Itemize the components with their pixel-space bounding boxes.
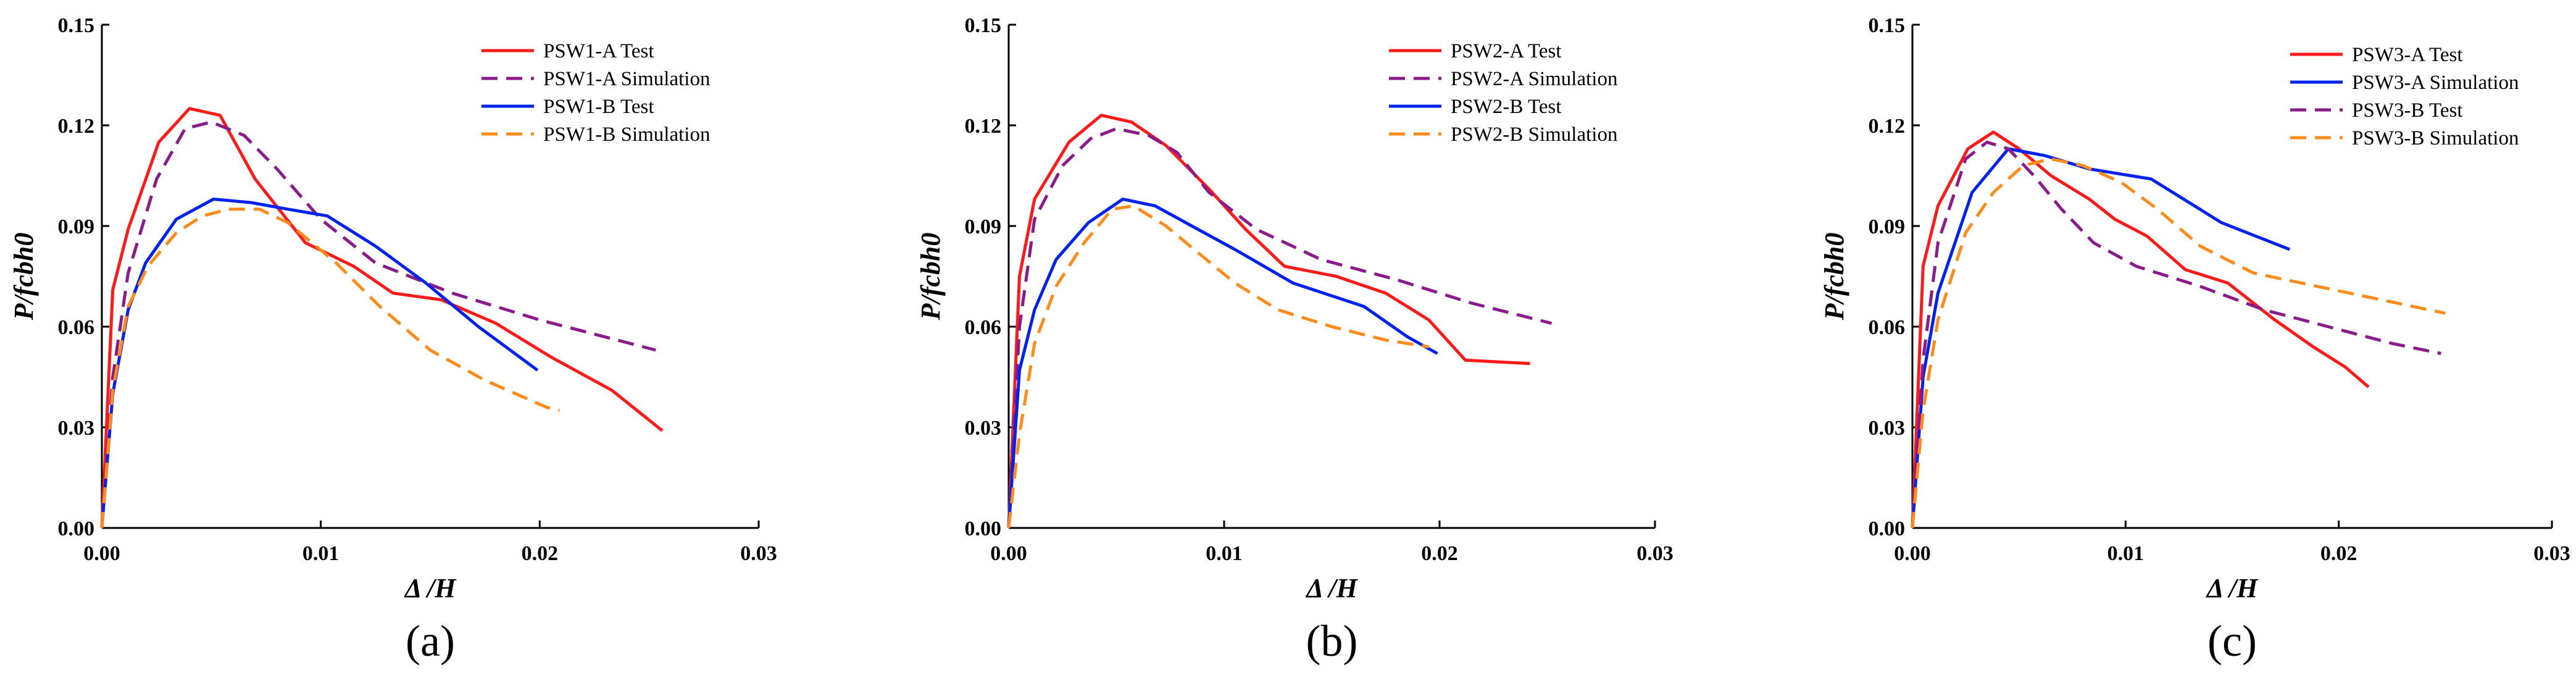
y-tick-label: 0.00 [965, 517, 1002, 540]
x-tick-label: 0.01 [2107, 542, 2145, 565]
series-line [1007, 204, 1429, 529]
y-tick-label: 0.06 [965, 316, 1002, 339]
y-tick-label: 0.06 [1869, 316, 1906, 339]
y-tick-label: 0.06 [58, 316, 95, 339]
x-tick-label: 0.00 [990, 542, 1027, 565]
y-axis-title: P/fcbh0 [9, 233, 39, 321]
legend-label: PSW1-B Test [543, 96, 654, 118]
x-tick-label: 0.00 [83, 542, 120, 565]
legend-label: PSW3-B Simulation [2352, 127, 2519, 149]
series-line [1911, 147, 2291, 529]
series-line [1007, 114, 1530, 529]
panel-label: (c) [2207, 616, 2257, 666]
panel-label: (a) [406, 616, 455, 666]
y-tick-label: 0.12 [965, 115, 1002, 138]
legend-label: PSW3-B Test [2352, 99, 2463, 122]
chart-panel: 0.00 0.01 0.02 0.03 0.00 0.03 0.06 0.09 0.12 0.15… [9, 14, 777, 666]
series-line [100, 198, 539, 529]
x-axis-title: Δ /H [404, 573, 457, 603]
series-line [1911, 140, 2441, 529]
y-tick-label: 0.15 [1869, 14, 1906, 37]
series-line [1911, 130, 2370, 529]
x-tick-label: 0.02 [522, 542, 559, 565]
y-tick-label: 0.03 [965, 417, 1002, 440]
x-tick-label: 0.03 [2533, 542, 2570, 565]
series-line [100, 207, 560, 529]
y-tick-label: 0.00 [1869, 517, 1906, 540]
legend-label: PSW1-A Simulation [543, 68, 710, 90]
legend-label: PSW2-B Simulation [1451, 123, 1617, 146]
chart-panel: 0.00 0.01 0.02 0.03 0.00 0.03 0.06 0.09 0.12 0.15… [1819, 14, 2570, 666]
legend-label: PSW3-A Test [2352, 44, 2463, 66]
y-axis-title: P/fcbh0 [915, 233, 946, 321]
y-tick-label: 0.12 [58, 115, 95, 138]
series-line [1007, 198, 1438, 529]
series-line [1007, 127, 1553, 529]
series-line [100, 120, 656, 529]
legend-label: PSW1-A Test [543, 40, 654, 62]
legend-label: PSW2-B Test [1451, 96, 1562, 118]
y-tick-label: 0.15 [58, 14, 95, 37]
y-tick-label: 0.09 [965, 216, 1002, 238]
legend-label: PSW2-A Test [1451, 40, 1562, 62]
chart-panel: 0.00 0.01 0.02 0.03 0.00 0.03 0.06 0.09 0.12 0.15… [915, 14, 1674, 666]
series-line [1911, 157, 2446, 529]
legend-label: PSW3-A Simulation [2352, 72, 2519, 94]
y-axis-title: P/fcbh0 [1819, 233, 1849, 321]
x-tick-label: 0.03 [1636, 542, 1674, 565]
y-tick-label: 0.12 [1869, 115, 1906, 138]
y-tick-label: 0.03 [58, 417, 95, 440]
y-tick-label: 0.00 [58, 517, 95, 540]
y-tick-label: 0.03 [1869, 417, 1906, 440]
y-tick-label: 0.15 [965, 14, 1002, 37]
x-axis-title: Δ /H [2206, 573, 2259, 603]
legend-label: PSW2-A Simulation [1451, 68, 1617, 90]
x-tick-label: 0.00 [1894, 542, 1931, 565]
x-tick-label: 0.01 [1206, 542, 1243, 565]
legend-label: PSW1-B Simulation [543, 123, 710, 146]
x-axis-title: Δ /H [1305, 573, 1358, 603]
x-tick-label: 0.02 [2320, 542, 2357, 565]
series-line [100, 107, 664, 529]
x-tick-label: 0.01 [302, 542, 340, 565]
x-tick-label: 0.02 [1421, 542, 1458, 565]
x-tick-label: 0.03 [740, 542, 777, 565]
y-tick-label: 0.09 [1869, 216, 1906, 238]
panel-label: (b) [1306, 616, 1358, 666]
y-tick-label: 0.09 [58, 216, 95, 238]
